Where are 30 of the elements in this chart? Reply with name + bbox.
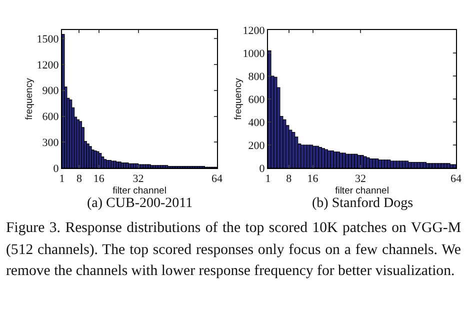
y-tick-label: 200	[248, 140, 266, 152]
y-tick-label: 0	[259, 162, 266, 175]
y-tick-label: 1000	[242, 48, 266, 60]
x-tick-label: 32	[132, 173, 144, 186]
y-tick-label: 1200	[36, 59, 60, 72]
caption: Figure 3. Response distributions of the top scored 10K patches on VGG-M (512 channels). The top scored responses only focus on a few channels. We remove the channels with lower response frequency for better visualization.	[6, 219, 461, 281]
x-axis-title: filter channel	[112, 185, 166, 196]
y-axis-title: frequency	[24, 78, 35, 120]
text: (b) Stanford Dogs	[312, 196, 414, 211]
x-tick-label: 16	[93, 173, 105, 186]
y-tick-label: 900	[42, 85, 60, 98]
x-tick-label: 8	[76, 173, 82, 186]
y-tick-label: 300	[42, 136, 60, 149]
y-tick-label: 0	[53, 162, 60, 175]
x-axis-title: filter channel	[335, 185, 389, 196]
y-tick-label: 1500	[36, 33, 60, 46]
x-tick-label: 32	[355, 173, 366, 186]
x-tick-label: 1	[59, 173, 65, 186]
y-tick-label: 600	[42, 111, 60, 124]
text: (a) CUB-200-2011	[87, 196, 193, 211]
y-tick-label: 600	[248, 94, 266, 106]
y-tick-label: 800	[248, 70, 266, 83]
y-tick-label: 400	[248, 116, 266, 129]
x-tick-label: 1	[265, 173, 271, 186]
x-tick-label: 8	[286, 173, 292, 186]
x-tick-label: 64	[212, 173, 223, 186]
x-tick-label: 64	[450, 173, 462, 186]
y-axis-title: frequency	[233, 78, 244, 120]
y-tick-label: 1200	[242, 24, 266, 37]
x-tick-label: 16	[307, 173, 319, 186]
